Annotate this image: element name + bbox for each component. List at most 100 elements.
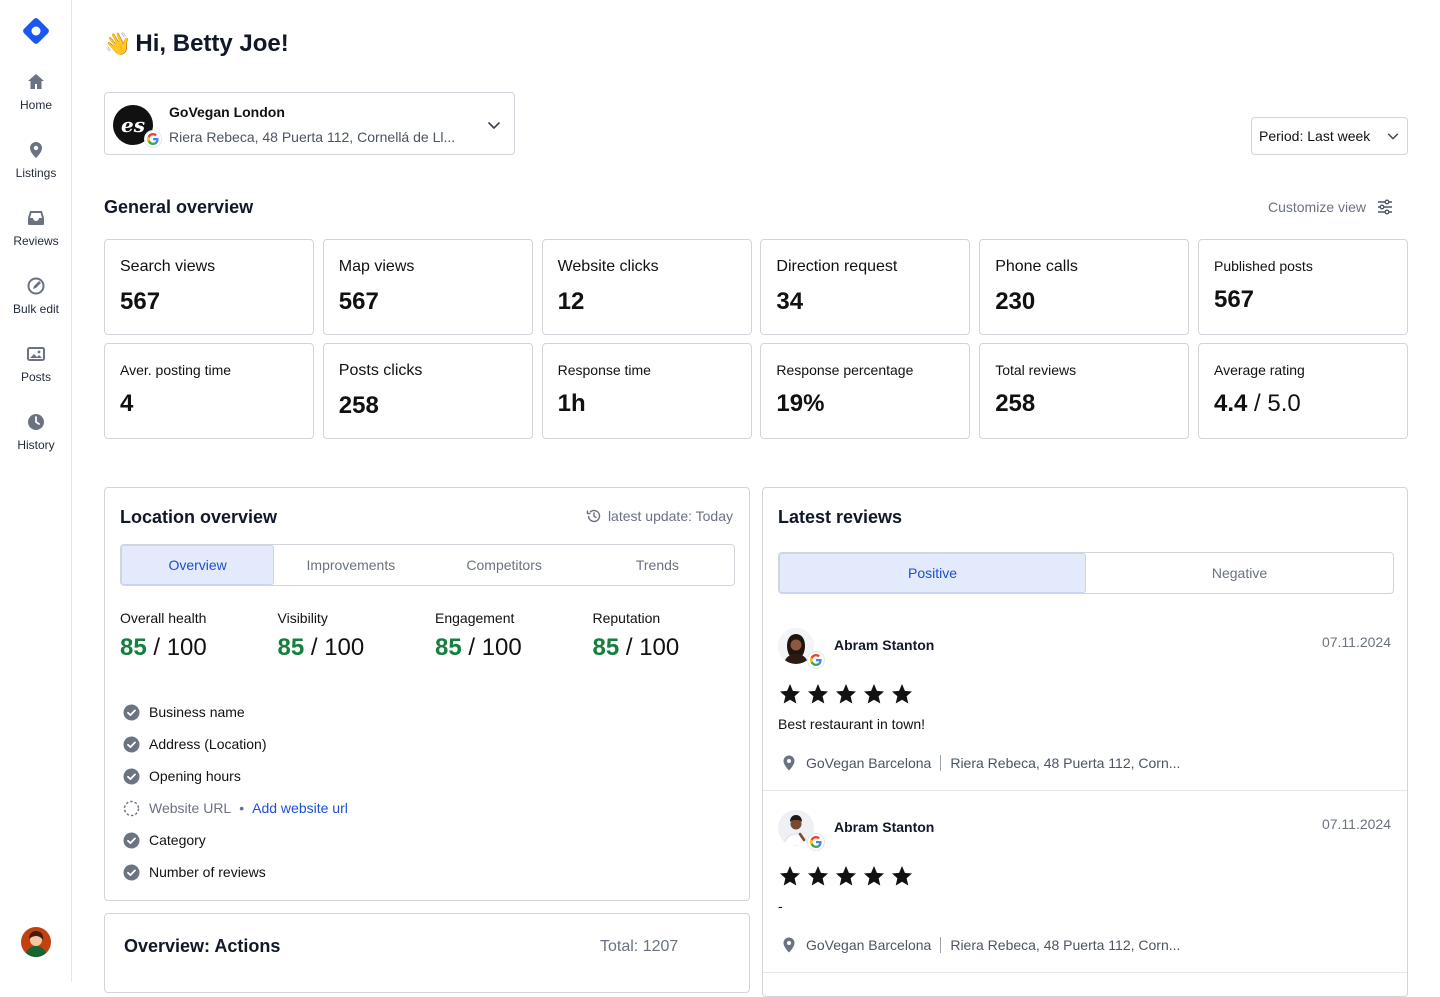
score-number: 85 <box>120 634 147 661</box>
stat-map-views: Map views 567 <box>322 239 533 335</box>
reviewer-name: Abram Stanton <box>834 819 935 835</box>
stat-label: Average rating <box>1213 362 1305 378</box>
tab-overview[interactable]: Overview <box>121 545 275 585</box>
stat-label: Phone calls <box>995 258 1078 275</box>
stat-phone-calls: Phone calls 230 <box>979 239 1190 335</box>
score-label: Reputation <box>592 610 661 626</box>
stat-value: 1h <box>557 390 586 417</box>
health-scores: Overall health 85 / 100 Visibility 85 / 10… <box>120 610 749 662</box>
greeting-text: Hi, Betty Joe! <box>135 30 289 57</box>
sidebar-item-reviews[interactable]: Reviews <box>0 208 72 248</box>
score-overall-health: Overall health 85 / 100 <box>120 610 278 662</box>
stat-value: 4 <box>120 390 134 417</box>
customize-view-button[interactable]: Customize view <box>1268 198 1394 216</box>
actions-total: Total: 1207 <box>600 938 679 955</box>
stat-average-rating: Average rating 4.4 / 5.0 <box>1197 343 1408 439</box>
chevron-down-icon <box>1387 133 1399 140</box>
checklist-item: Category <box>123 824 348 856</box>
tab-competitors[interactable]: Competitors <box>466 557 542 573</box>
review-text: - <box>778 898 783 914</box>
tab-positive[interactable]: Positive <box>779 553 1086 593</box>
rating-value: 4.4 <box>1213 390 1248 417</box>
score-visibility: Visibility 85 / 100 <box>278 610 436 662</box>
sidebar-item-history[interactable]: History <box>0 412 72 452</box>
app-logo-icon[interactable] <box>20 15 52 47</box>
star-icon <box>836 866 856 886</box>
stat-published-posts: Published posts 567 <box>1197 239 1408 335</box>
stat-website-clicks: Website clicks 12 <box>541 239 752 335</box>
stat-value: 567 <box>120 288 161 315</box>
stat-value: 258 <box>995 390 1036 417</box>
stat-label: Response percentage <box>776 362 914 378</box>
google-icon <box>808 652 824 668</box>
stat-label: Response time <box>557 362 651 378</box>
review-tabs: Positive Negative <box>778 552 1394 594</box>
stat-value: 12 <box>557 288 585 315</box>
sidebar-item-listings[interactable]: Listings <box>0 140 72 180</box>
tab-negative[interactable]: Negative <box>1211 565 1268 581</box>
sidebar-item-label: Listings <box>15 166 57 180</box>
separator-dot: • <box>239 800 245 816</box>
checklist-item: Opening hours <box>123 760 348 792</box>
score-label: Engagement <box>435 610 515 626</box>
stat-label: Published posts <box>1213 258 1313 274</box>
sidebar-item-bulk-edit[interactable]: Bulk edit <box>0 276 72 316</box>
check-circle-icon <box>123 832 140 848</box>
stat-total-reviews: Total reviews 258 <box>979 343 1190 439</box>
google-icon <box>145 131 161 147</box>
stat-label: Aver. posting time <box>120 362 232 378</box>
history-icon <box>586 509 601 523</box>
period-dropdown[interactable]: Period: Last week <box>1251 117 1408 155</box>
review-item[interactable]: Abram Stanton 07.11.2024 - GoVegan Barce… <box>763 792 1407 973</box>
stat-label: Direction request <box>776 258 898 275</box>
checklist-label: Website URL <box>149 800 232 816</box>
score-engagement: Engagement 85 / 100 <box>435 610 593 662</box>
star-icon <box>808 866 828 886</box>
check-circle-icon <box>123 864 140 880</box>
rating-max: / 5.0 <box>1247 390 1301 417</box>
stat-search-views: Search views 567 <box>104 239 314 335</box>
review-item[interactable]: Abram Stanton 07.11.2024 Best restaurant… <box>763 610 1407 791</box>
tab-trends[interactable]: Trends <box>635 557 679 573</box>
location-overview-title: Location overview <box>120 507 278 527</box>
stat-label: Posts clicks <box>338 362 423 379</box>
check-circle-icon <box>123 736 140 752</box>
add-website-url-link[interactable]: Add website url <box>252 800 348 816</box>
user-avatar[interactable] <box>21 927 51 957</box>
inbox-icon <box>28 211 44 225</box>
stat-value: 258 <box>338 392 379 419</box>
sidebar-item-label: Reviews <box>13 234 59 248</box>
actions-card: Overview: Actions Total: 1207 <box>104 913 750 993</box>
sidebar-item-home[interactable]: Home <box>0 72 72 112</box>
stat-value: 19% <box>776 390 825 417</box>
reviewer-name: Abram Stanton <box>834 637 935 653</box>
divider <box>940 755 942 771</box>
stat-label: Map views <box>338 258 415 275</box>
page-title: 👋 Hi, Betty Joe! <box>104 30 289 58</box>
stat-value: 34 <box>776 288 804 315</box>
checklist-label: Number of reviews <box>149 864 266 880</box>
tab-improvements[interactable]: Improvements <box>306 557 396 573</box>
sliders-icon <box>1378 199 1392 215</box>
profile-checklist: Business name Address (Location) Opening… <box>123 696 348 888</box>
score-value: 85 / 100 <box>435 634 593 662</box>
sidebar-item-posts[interactable]: Posts <box>0 344 72 384</box>
stat-direction-request: Direction request 34 <box>760 239 971 335</box>
stat-value: 230 <box>995 288 1036 315</box>
review-location: GoVegan Barcelona Riera Rebeca, 48 Puert… <box>782 937 1180 953</box>
checklist-label: Category <box>149 832 206 848</box>
clock-icon <box>28 414 44 430</box>
google-icon <box>808 834 824 850</box>
general-overview-title: General overview <box>104 197 254 217</box>
review-location-name: GoVegan Barcelona <box>806 755 932 771</box>
latest-update: latest update: Today <box>586 508 733 524</box>
latest-reviews-card: Latest reviews Positive Negative Abram S… <box>762 487 1408 997</box>
location-address: Riera Rebeca, 48 Puerta 112, Cornellá de… <box>169 129 456 145</box>
location-selector[interactable]: es GoVegan London Riera Rebeca, 48 Puert… <box>104 92 515 155</box>
location-name: GoVegan London <box>169 104 285 120</box>
images-icon <box>27 347 45 361</box>
chevron-down-icon <box>488 122 500 130</box>
score-number: 85 <box>277 634 305 661</box>
review-location-name: GoVegan Barcelona <box>806 937 932 953</box>
stat-response-percentage: Response percentage 19% <box>760 343 971 439</box>
